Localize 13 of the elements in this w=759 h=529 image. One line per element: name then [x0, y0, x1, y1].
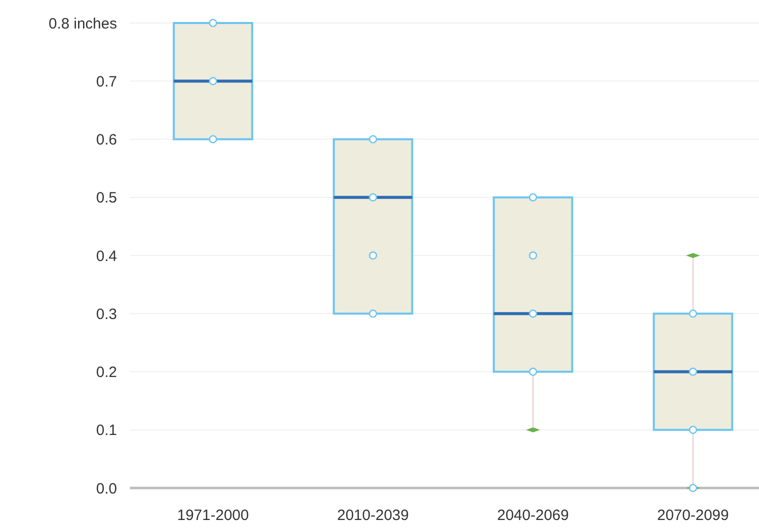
y-tick-label: 0.8 inches [48, 15, 117, 32]
x-tick-label: 2040-2069 [497, 507, 569, 524]
y-tick-label: 0.6 [96, 132, 117, 148]
y-tick-label: 0.1 [96, 422, 117, 440]
y-tick-label: 0.3 [96, 306, 117, 323]
x-tick-label: 2070-2099 [657, 507, 729, 524]
y-tick-label: 0.0 [96, 480, 117, 498]
y-tick-label: 0.4 [96, 248, 117, 265]
y-tick-label: 0.2 [96, 364, 117, 381]
y-tick-label: 0.7 [96, 73, 117, 90]
x-tick-label: 2010-2039 [337, 507, 409, 524]
y-tick-label: 0.5 [96, 190, 117, 207]
x-tick-label: 1971-2000 [177, 507, 249, 524]
